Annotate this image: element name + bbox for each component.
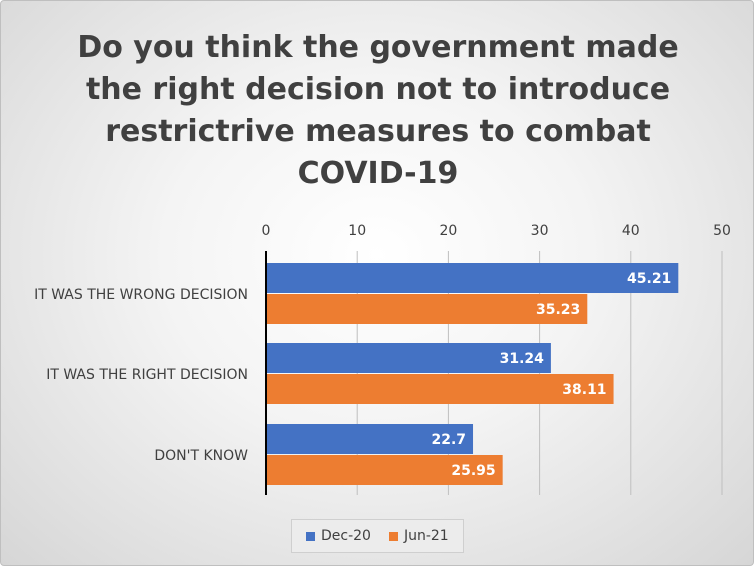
category-label: DON'T KNOW xyxy=(154,448,248,464)
bar-jun-21 xyxy=(266,294,588,324)
x-tick-label: 20 xyxy=(439,223,457,239)
bars xyxy=(266,263,679,485)
bar-dec-20 xyxy=(266,343,551,373)
data-label: 38.11 xyxy=(562,382,606,398)
x-tick-label: 30 xyxy=(531,223,549,239)
legend-swatch xyxy=(388,531,398,541)
legend: Dec-20 Jun-21 xyxy=(291,519,464,553)
legend-item: Dec-20 xyxy=(306,528,371,544)
bar-dec-20 xyxy=(266,263,679,293)
data-label: 35.23 xyxy=(536,302,580,318)
legend-label: Dec-20 xyxy=(321,528,371,544)
data-label: 25.95 xyxy=(451,463,495,479)
bar-dec-20 xyxy=(266,424,474,454)
legend-swatch xyxy=(306,531,315,541)
legend-item: Jun-21 xyxy=(388,528,449,544)
category-label: IT WAS THE WRONG DECISION xyxy=(34,287,248,303)
bar-jun-21 xyxy=(266,455,503,485)
bar-jun-21 xyxy=(266,374,614,404)
x-axis-ticks: 0 10 20 30 40 50 xyxy=(262,223,731,239)
x-tick-label: 40 xyxy=(622,223,640,239)
legend-label: Jun-21 xyxy=(403,528,449,544)
data-labels: 45.21 35.23 31.24 38.11 22.7 25.95 xyxy=(431,271,671,479)
category-labels: IT WAS THE WRONG DECISION IT WAS THE RIGH… xyxy=(34,287,248,464)
category-label: IT WAS THE RIGHT DECISION xyxy=(46,367,248,383)
x-tick-label: 10 xyxy=(348,223,366,239)
data-label: 22.7 xyxy=(431,432,466,448)
x-tick-label: 50 xyxy=(713,223,731,239)
x-tick-label: 0 xyxy=(262,223,271,239)
data-label: 45.21 xyxy=(627,271,671,287)
data-label: 31.24 xyxy=(500,351,545,367)
chart-title: Do you think the government made the rig… xyxy=(77,30,679,191)
